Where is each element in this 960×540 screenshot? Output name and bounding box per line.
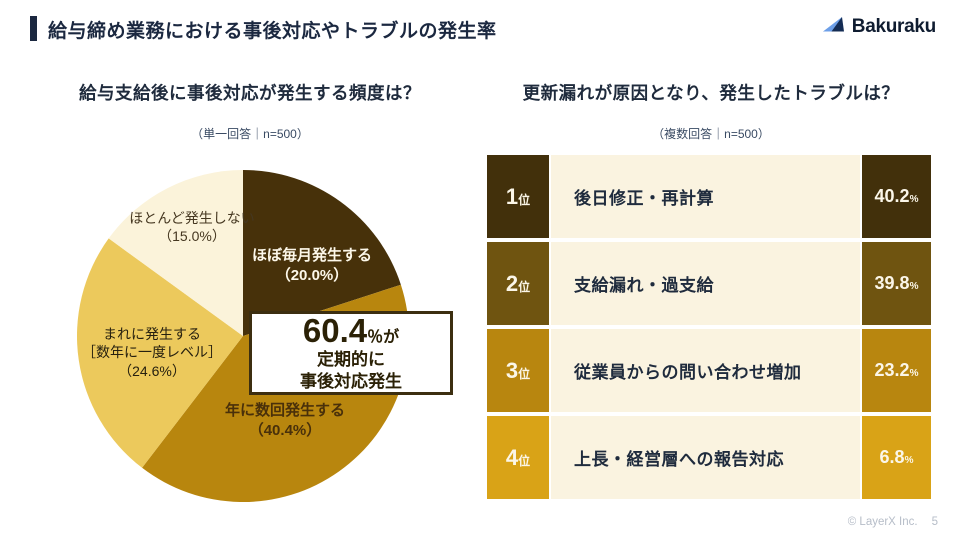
rank-percent-badge: 40.2% xyxy=(862,155,931,238)
bakuraku-mountain-icon xyxy=(822,15,847,38)
logo-text: Bakuraku xyxy=(851,15,937,37)
callout-line2: 定期的に xyxy=(317,350,385,370)
pie-label-rare: まれに発生する ［数年に一度レベル］ （24.6%） xyxy=(82,326,222,379)
rank-label-cell: 支給漏れ・過支給 xyxy=(551,242,860,325)
callout-big-line: 60.4％が xyxy=(302,312,400,350)
callout-box: 60.4％が 定期的に 事後対応発生 xyxy=(249,311,453,395)
pie-chart-title: 給与支給後に事後対応が発生する頻度は？ xyxy=(79,83,421,103)
bakuraku-logo: Bakuraku xyxy=(822,15,937,38)
rank-label-cell: 上長・経営層への報告対応 xyxy=(551,416,860,499)
ranking-subtitle: （複数回答｜n=500） xyxy=(652,127,770,141)
page-title: 給与締め業務における事後対応やトラブルの発生率 xyxy=(48,21,497,42)
rank-percent-badge: 23.2% xyxy=(862,329,931,412)
rank-label-cell: 後日修正・再計算 xyxy=(551,155,860,238)
copyright: © LayerX Inc. xyxy=(847,516,918,528)
callout-line3: 事後対応発生 xyxy=(300,371,402,391)
pie-label-fewtimes: 年に数回発生する （40.4%） xyxy=(224,402,345,439)
footer: © LayerX Inc. 5 xyxy=(848,516,938,528)
pie-label-monthly: ほぼ毎月発生する （20.0%） xyxy=(251,247,372,284)
ranking-title: 更新漏れが原因となり、発生したトラブルは？ xyxy=(522,83,900,103)
pie-slice xyxy=(243,170,401,336)
pie-slice xyxy=(76,238,243,468)
title-accent-bar xyxy=(30,16,37,41)
rank-label-cell: 従業員からの問い合わせ増加 xyxy=(551,329,860,412)
pie-label-none: ほとんど発生しない （15.0%） xyxy=(129,210,255,245)
pie-slice xyxy=(108,170,243,336)
page-number: 5 xyxy=(931,516,938,528)
pie-chart-subtitle: （単一回答｜n=500） xyxy=(191,127,309,141)
rank-percent-badge: 39.8% xyxy=(862,242,931,325)
callout-percentage: 60.4 xyxy=(302,312,368,350)
rank-percent-badge: 6.8% xyxy=(862,416,931,499)
